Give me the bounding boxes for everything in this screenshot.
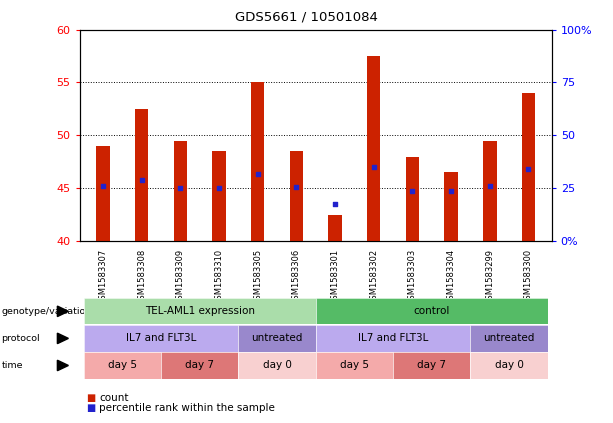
Bar [289, 151, 303, 241]
Bar [251, 82, 264, 241]
Point [485, 183, 495, 190]
Text: untreated: untreated [484, 333, 535, 343]
Bar [212, 151, 226, 241]
Point [369, 164, 379, 170]
Point [137, 176, 147, 183]
Point [408, 188, 417, 195]
Polygon shape [58, 333, 69, 343]
Bar [522, 93, 535, 241]
Text: IL7 and FLT3L: IL7 and FLT3L [126, 333, 196, 343]
Text: day 0: day 0 [495, 360, 524, 371]
Point [98, 183, 108, 190]
Bar [483, 141, 497, 241]
Point [175, 185, 185, 192]
Bar [367, 56, 381, 241]
Text: protocol: protocol [1, 334, 40, 343]
Bar [96, 146, 110, 241]
Text: day 5: day 5 [340, 360, 369, 371]
Text: ■: ■ [86, 403, 95, 413]
Text: GDS5661 / 10501084: GDS5661 / 10501084 [235, 11, 378, 24]
Text: IL7 and FLT3L: IL7 and FLT3L [358, 333, 428, 343]
Text: TEL-AML1 expression: TEL-AML1 expression [145, 306, 254, 316]
Point [291, 184, 301, 191]
Polygon shape [58, 360, 69, 371]
Bar [135, 109, 148, 241]
Text: day 7: day 7 [417, 360, 446, 371]
Bar [329, 215, 342, 241]
Point [214, 185, 224, 192]
Text: ■: ■ [86, 393, 95, 403]
Point [253, 171, 262, 178]
Text: count: count [99, 393, 129, 403]
Point [330, 201, 340, 208]
Bar [406, 157, 419, 241]
Text: percentile rank within the sample: percentile rank within the sample [99, 403, 275, 413]
Bar [173, 141, 187, 241]
Point [446, 188, 456, 195]
Text: genotype/variation: genotype/variation [1, 307, 92, 316]
Text: untreated: untreated [251, 333, 303, 343]
Text: time: time [1, 361, 23, 370]
Point [524, 166, 533, 173]
Text: control: control [414, 306, 450, 316]
Text: day 7: day 7 [185, 360, 214, 371]
Polygon shape [58, 306, 69, 316]
Text: day 5: day 5 [108, 360, 137, 371]
Bar [444, 173, 458, 241]
Text: day 0: day 0 [262, 360, 291, 371]
